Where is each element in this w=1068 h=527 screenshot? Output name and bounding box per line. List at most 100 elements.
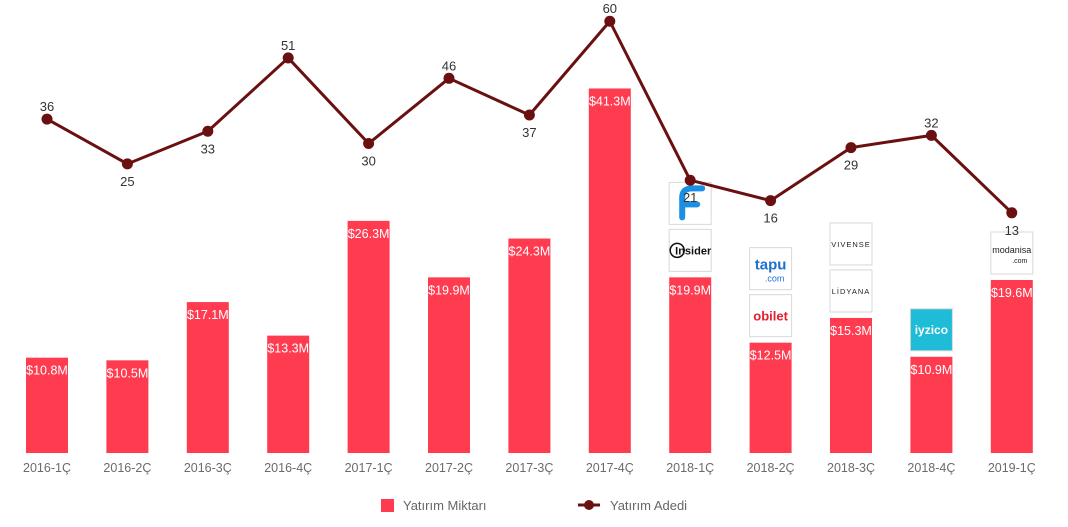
line-label-7: 60 [603, 1, 617, 16]
bar-label-9: $12.5M [750, 349, 792, 363]
insider-logo-frame [668, 228, 712, 272]
x-tick-label-4: 2017-1Ç [345, 461, 393, 475]
bar-9 [749, 342, 792, 453]
line-point-7 [604, 15, 616, 27]
line-point-0 [41, 113, 53, 125]
line-point-9 [765, 195, 777, 207]
iyzico-logo: iyzico [909, 308, 953, 352]
line-label-11: 32 [924, 115, 938, 130]
bar-label-11: $10.9M [911, 363, 953, 377]
vivense-logo-text: VIVENSE [831, 240, 871, 249]
bar-label-10: $15.3M [830, 324, 872, 338]
line-point-1 [121, 158, 133, 170]
iyzico-logo-frame [909, 308, 953, 352]
bar-1 [106, 360, 149, 453]
bar-6 [508, 238, 551, 453]
tapu-logo-text: tapu [755, 257, 787, 274]
lidyana-logo-frame [829, 269, 873, 313]
logos-layer: Insidertapu.comobiletVIVENSELİDYANAiyzic… [668, 181, 1034, 352]
modanisa-logo: modanisa .com [990, 231, 1034, 275]
x-tick-label-11: 2018-4Ç [907, 461, 955, 475]
line-point-3 [282, 52, 294, 64]
insider-logo: Insider [668, 228, 712, 272]
line-point-11 [925, 129, 937, 141]
bar-10 [830, 317, 872, 453]
legend-label-bar: Yatırım Miktarı [403, 498, 487, 513]
x-tick-label-10: 2018-3Ç [827, 461, 875, 475]
x-tick-label-7: 2017-4Ç [586, 461, 634, 475]
line-point-5 [443, 72, 455, 84]
obilet-logo-frame [749, 294, 793, 338]
bar-label-4: $26.3M [348, 227, 390, 241]
bar-3 [267, 335, 310, 453]
x-tick-label-0: 2016-1Ç [23, 461, 71, 475]
legend: Yatırım Miktarı Yatırım Adedi [381, 498, 687, 513]
line-label-8: 21 [683, 190, 697, 205]
line-label-2: 33 [201, 141, 215, 156]
f-logo-glyph [679, 185, 706, 221]
bar-label-3: $13.3M [267, 342, 309, 356]
line-point-2 [202, 125, 214, 137]
x-tick-label-5: 2017-2Ç [425, 461, 473, 475]
bar-label-6: $24.3M [509, 245, 551, 259]
bar-4 [347, 220, 390, 453]
line-point-8 [684, 174, 696, 186]
modanisa-logo-frame [990, 231, 1034, 275]
line-label-4: 30 [361, 154, 375, 169]
x-tick-label-3: 2016-4Ç [264, 461, 312, 475]
tapu-logo-sub: .com [765, 274, 785, 284]
bar-label-1: $10.5M [107, 366, 149, 380]
legend-swatch-dot [584, 500, 594, 510]
bar-8 [669, 277, 712, 453]
bar-label-2: $17.1M [187, 308, 229, 322]
line-point-10 [845, 142, 857, 154]
bar-11 [910, 356, 953, 453]
line-label-1: 25 [120, 174, 134, 189]
bar-0 [26, 357, 68, 453]
line-label-5: 46 [442, 58, 456, 73]
modanisa-logo-text: modanisa [992, 245, 1031, 255]
bar-label-0: $10.8M [26, 364, 68, 378]
line-label-12: 13 [1005, 223, 1019, 238]
lidyana-logo: LİDYANA [829, 269, 873, 313]
line-layer: 36 25 33 51 30 46 37 60 21 16 29 32 13 [40, 1, 1019, 238]
line-label-6: 37 [522, 125, 536, 140]
x-tick-label-8: 2018-1Ç [666, 461, 714, 475]
tapu-logo-frame [749, 247, 793, 291]
bar-7 [588, 88, 631, 453]
bar-5 [428, 277, 470, 453]
iyzico-logo-text: iyzico [915, 323, 948, 337]
bar-12 [990, 280, 1033, 453]
line-label-10: 29 [844, 158, 858, 173]
x-tick-label-12: 2019-1Ç [988, 461, 1036, 475]
bar-label-8: $19.9M [669, 283, 711, 297]
f-logo-icon [668, 181, 712, 225]
tapu-logo: tapu.com [749, 247, 793, 291]
x-tick-label-6: 2017-3Ç [505, 461, 553, 475]
bars-layer: $10.8M $10.5M $17.1M $13.3M $26.3M $19.9M $24.… [26, 88, 1033, 453]
insider-logo-text: Insider [675, 245, 712, 257]
insider-logo-ring [669, 242, 685, 259]
bar-label-7: $41.3M [589, 94, 631, 108]
line-point-4 [363, 138, 375, 150]
bar-2 [186, 302, 229, 453]
bar-label-5: $19.9M [428, 283, 470, 297]
lidyana-logo-text: LİDYANA [832, 287, 871, 296]
line-point-12 [1006, 207, 1018, 219]
legend-label-line: Yatırım Adedi [610, 498, 687, 513]
line-label-9: 16 [763, 211, 777, 226]
x-tick-label-9: 2018-2Ç [747, 461, 795, 475]
bar-label-12: $19.6M [991, 286, 1033, 300]
line-label-3: 51 [281, 38, 295, 53]
modanisa-logo-sub: .com [1012, 258, 1027, 265]
vivense-logo-frame [829, 222, 873, 266]
x-tick-label-1: 2016-2Ç [103, 461, 151, 475]
legend-swatch-bar [381, 499, 394, 512]
line-point-6 [523, 109, 535, 121]
x-tick-label-2: 2016-3Ç [184, 461, 232, 475]
vivense-logo: VIVENSE [829, 222, 873, 266]
x-axis-ticks: 2016-1Ç 2016-2Ç 2016-3Ç 2016-4Ç 2017-1Ç 2017-… [23, 461, 1036, 475]
obilet-logo-text: obilet [753, 309, 788, 324]
obilet-logo: obilet [749, 294, 793, 338]
